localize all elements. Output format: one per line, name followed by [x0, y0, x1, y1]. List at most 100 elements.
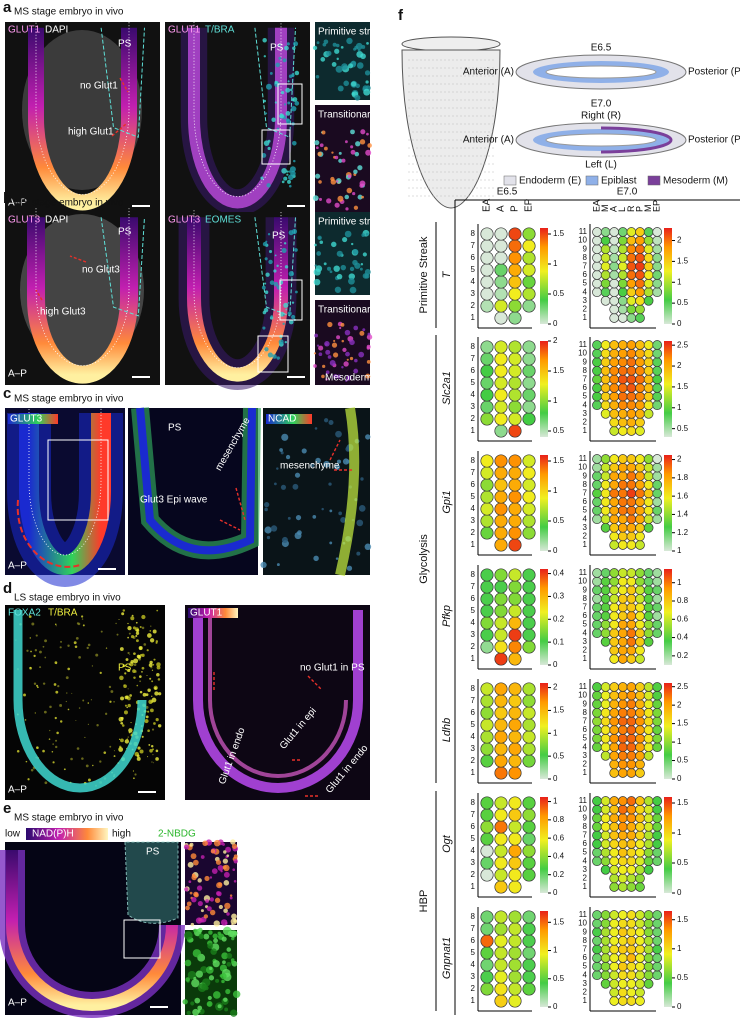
texture — [334, 48, 340, 54]
expression-dot — [635, 479, 645, 490]
expression-dot — [508, 718, 522, 732]
expression-dot — [626, 839, 637, 849]
expression-dot — [600, 522, 611, 533]
expression-dot — [635, 768, 645, 778]
texture — [351, 81, 357, 87]
row-label: 5 — [583, 734, 588, 743]
expression-dot — [643, 813, 654, 824]
texture — [353, 47, 357, 51]
texture — [318, 352, 323, 357]
texture — [49, 729, 51, 732]
texture — [213, 938, 218, 944]
texture — [233, 879, 237, 883]
texture — [135, 621, 138, 624]
expression-dot — [652, 839, 663, 849]
expression-dot — [626, 961, 637, 972]
expression-dot — [652, 365, 663, 376]
expression-dot — [609, 987, 620, 998]
row-label: 9 — [583, 927, 588, 936]
colorbar-tick-label: 2 — [677, 236, 682, 245]
texture — [281, 536, 288, 543]
texture — [340, 322, 345, 327]
texture — [343, 361, 349, 367]
expression-dot — [626, 540, 637, 550]
texture — [119, 675, 124, 681]
expression-dot — [522, 502, 536, 516]
texture — [143, 643, 147, 646]
expression-dot — [626, 278, 637, 289]
expression-dot — [617, 374, 628, 385]
texture — [141, 671, 143, 673]
texture — [267, 233, 271, 236]
texture — [341, 366, 344, 369]
expression-dot — [643, 628, 654, 639]
probe-label: 2-NBDG — [158, 829, 196, 840]
expression-dot — [600, 699, 611, 710]
expression-dot — [508, 754, 522, 768]
expression-dot — [592, 497, 602, 507]
texture — [262, 241, 268, 247]
expression-dot — [635, 839, 645, 849]
row-label: 7 — [583, 262, 588, 271]
expression-dot — [508, 628, 522, 642]
colorbar — [540, 569, 548, 665]
texture — [136, 756, 141, 761]
expression-dot — [522, 352, 536, 366]
ps-label: PS — [118, 663, 132, 674]
texture — [289, 88, 293, 92]
texture — [129, 694, 132, 697]
texture — [342, 347, 347, 352]
row-label: 2 — [583, 646, 588, 655]
texture — [196, 885, 203, 891]
texture — [274, 101, 278, 104]
texture — [24, 719, 27, 721]
expression-dot — [522, 604, 536, 618]
texture — [36, 746, 39, 750]
expression-dot — [522, 239, 536, 253]
texture — [75, 719, 77, 721]
colorbar-tick-label: 0 — [553, 774, 558, 783]
expression-dot — [635, 497, 645, 507]
expression-dot — [617, 270, 628, 280]
zoom-box — [277, 83, 303, 125]
texture — [349, 266, 355, 272]
expression-dot — [600, 628, 611, 639]
expression-dot — [635, 882, 645, 892]
texture — [337, 85, 344, 92]
texture — [365, 80, 369, 84]
expression-dot — [617, 733, 628, 744]
expression-dot — [652, 682, 663, 692]
row-label: 5 — [583, 962, 588, 971]
expression-dot — [617, 654, 628, 664]
row-label: 4 — [471, 504, 476, 513]
texture — [334, 464, 341, 471]
texture — [267, 146, 271, 151]
schematic-label: E7.0 — [591, 99, 612, 110]
expression-dot — [592, 733, 602, 744]
expression-dot — [508, 454, 522, 468]
expression-dot — [600, 471, 611, 482]
zoom-box — [257, 335, 289, 373]
expression-dot — [635, 357, 645, 368]
expression-dot — [508, 364, 522, 378]
texture — [200, 966, 208, 974]
texture — [264, 347, 269, 352]
row-label: 3 — [471, 516, 476, 525]
texture — [99, 671, 102, 675]
expression-dot — [592, 514, 602, 525]
expression-dot — [635, 910, 645, 920]
texture — [25, 760, 28, 763]
texture — [335, 557, 339, 560]
expression-dot — [522, 844, 536, 858]
expression-dot — [508, 652, 522, 666]
texture — [210, 948, 217, 955]
texture — [77, 622, 81, 626]
row-label: 11 — [579, 796, 588, 805]
expression-dot — [494, 251, 508, 265]
texture — [81, 618, 84, 620]
texture — [150, 708, 154, 713]
colorbar-tick-label: 1 — [677, 737, 682, 746]
texture — [344, 194, 350, 200]
texture — [355, 141, 361, 147]
expression-dot — [494, 730, 508, 744]
